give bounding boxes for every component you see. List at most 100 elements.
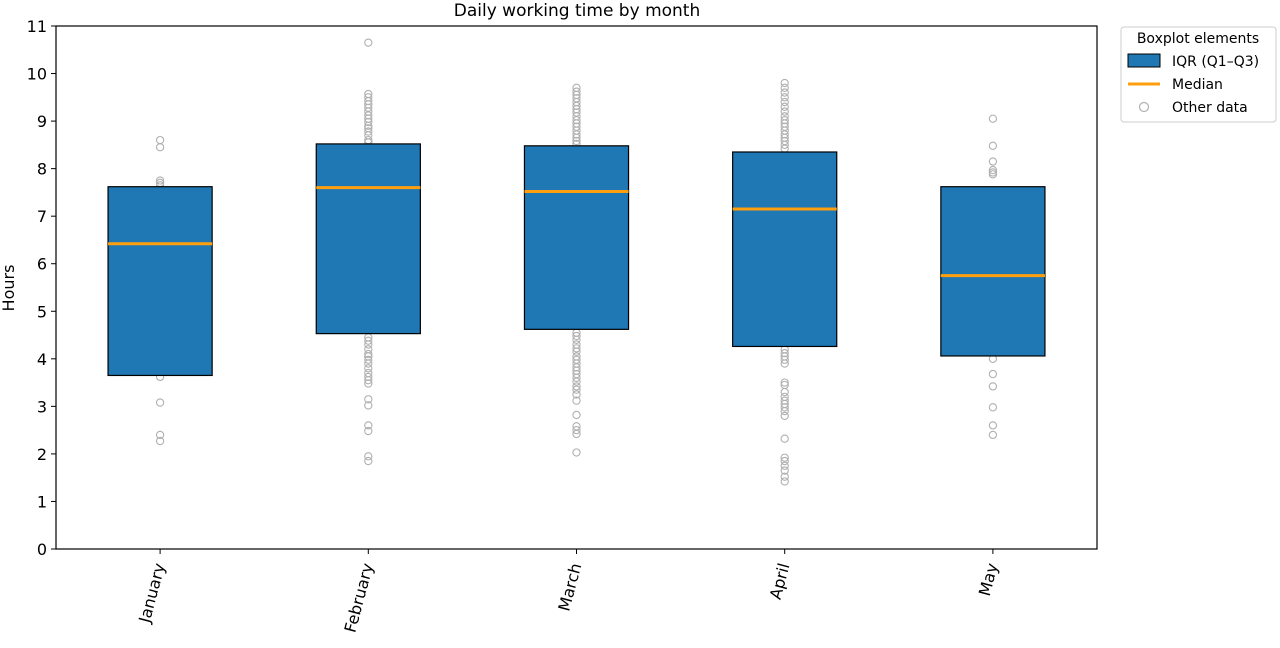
data-point: [364, 426, 373, 436]
data-point: [364, 364, 373, 373]
legend-title: Boxplot elements: [1137, 31, 1259, 47]
data-point: [780, 107, 789, 116]
data-point: [988, 421, 998, 430]
data-point: [988, 382, 998, 391]
iqr-box-may: [940, 186, 1046, 357]
data-point: [364, 452, 373, 461]
x-tick-label-february: February: [340, 561, 377, 634]
data-point: [364, 456, 373, 466]
data-point: [572, 335, 581, 344]
data-point: [780, 83, 789, 92]
data-point: [572, 448, 581, 457]
data-point: [364, 117, 373, 127]
data-point: [155, 430, 165, 440]
legend-item-other: Other data: [1172, 100, 1248, 116]
y-tick-label: 5: [37, 302, 47, 321]
y-tick-label: 8: [37, 160, 47, 179]
data-point: [364, 38, 373, 47]
data-point: [364, 359, 373, 368]
data-point: [988, 430, 998, 440]
data-point: [780, 378, 789, 387]
data-point: [780, 472, 789, 481]
x-tick-label-march: March: [554, 561, 585, 613]
data-point: [988, 114, 998, 123]
data-point: [572, 377, 581, 386]
data-point: [572, 373, 581, 382]
data-point: [364, 127, 373, 136]
data-point: [988, 403, 998, 412]
legend: Boxplot elements IQR (Q1–Q3) Median Othe…: [1120, 26, 1277, 123]
y-tick-label: 4: [37, 350, 47, 369]
iqr-box-january: [107, 186, 213, 377]
data-point: [572, 133, 581, 142]
legend-item-median: Median: [1172, 77, 1223, 93]
data-point: [155, 176, 165, 185]
y-axis-label: Hours: [0, 265, 18, 312]
data-point: [572, 410, 581, 420]
data-point: [572, 331, 581, 341]
y-tick-label: 11: [27, 17, 47, 36]
legend-box-swatch: [1127, 53, 1161, 68]
y-tick-label: 0: [37, 540, 47, 559]
data-point: [155, 143, 165, 152]
data-point: [364, 121, 373, 130]
data-point: [364, 376, 373, 385]
data-point: [155, 436, 165, 446]
data-point: [155, 135, 165, 145]
y-tick-label: 7: [37, 207, 47, 226]
data-point: [780, 93, 789, 102]
data-point: [780, 461, 789, 470]
data-point: [780, 387, 789, 397]
data-point: [364, 395, 373, 404]
data-point: [572, 396, 581, 405]
data-point: [988, 369, 998, 379]
x-tick-label-may: May: [975, 561, 1002, 598]
data-points: [155, 38, 998, 486]
data-point: [780, 411, 789, 421]
y-tick-label: 3: [37, 397, 47, 416]
boxes: [107, 143, 1046, 377]
iqr-box-april: [732, 151, 838, 348]
data-point: [572, 136, 581, 146]
data-point: [155, 398, 165, 407]
data-point: [780, 456, 789, 466]
data-point: [572, 425, 581, 435]
data-point: [780, 140, 789, 150]
legend-marker-swatch: [1138, 101, 1150, 113]
y-tick-label: 6: [37, 255, 47, 274]
data-point: [780, 466, 789, 475]
data-point: [572, 385, 581, 394]
x-axis: January February March April May: [135, 549, 1002, 635]
y-tick-label: 2: [37, 445, 47, 464]
x-tick-label-january: January: [135, 561, 169, 625]
data-point: [988, 170, 998, 179]
data-point: [572, 390, 581, 399]
data-point: [780, 88, 789, 97]
y-tick-label: 10: [27, 65, 47, 84]
data-point: [780, 355, 789, 364]
y-tick-label: 9: [37, 112, 47, 131]
y-axis: 0 1 2 3 4 5 6 7 8 9 10 11: [27, 17, 56, 559]
chart-title: Daily working time by month: [454, 1, 701, 21]
x-tick-label-april: April: [766, 561, 794, 601]
data-point: [988, 141, 998, 150]
data-point: [780, 403, 789, 412]
data-point: [780, 78, 789, 88]
data-point: [780, 102, 789, 111]
data-point: [364, 349, 373, 359]
data-point: [572, 382, 581, 391]
iqr-box-march: [523, 145, 630, 330]
data-point: [364, 401, 373, 410]
data-point: [572, 344, 581, 353]
iqr-box-february: [315, 143, 421, 335]
data-point: [988, 157, 998, 166]
data-point: [364, 336, 373, 345]
data-point: [780, 359, 789, 368]
data-point: [572, 429, 581, 439]
data-point: [988, 165, 998, 175]
data-point: [780, 453, 789, 462]
data-point: [364, 421, 373, 430]
data-point: [364, 340, 373, 349]
y-tick-label: 1: [37, 492, 47, 511]
